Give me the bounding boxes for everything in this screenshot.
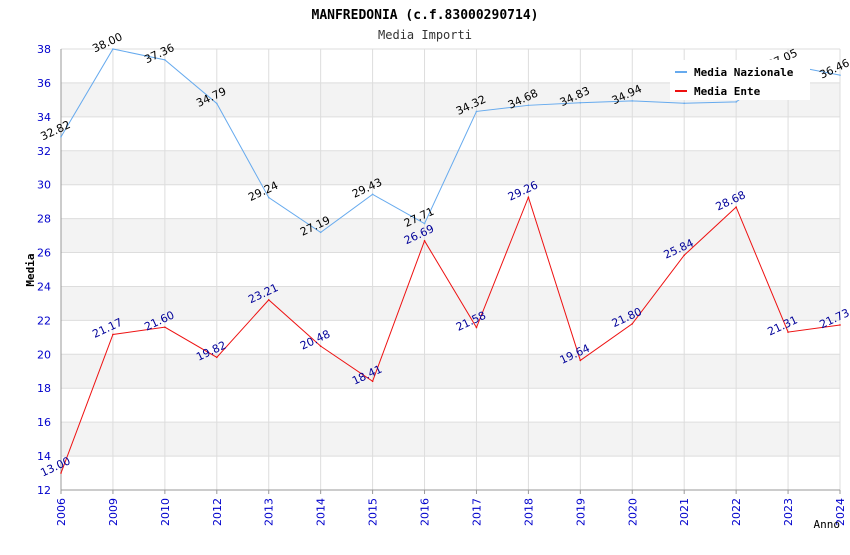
data-point xyxy=(423,222,426,225)
x-tick-label: 2013 xyxy=(263,498,276,526)
data-point xyxy=(164,326,166,328)
data-point xyxy=(527,104,530,107)
x-tick-label: 2024 xyxy=(834,498,847,526)
x-tick-label: 2009 xyxy=(107,498,120,526)
series-line-media-nazionale xyxy=(60,48,841,233)
y-tick-label: 34 xyxy=(37,111,51,124)
grid-bands xyxy=(61,82,840,457)
data-point xyxy=(631,322,634,325)
data-point xyxy=(371,193,374,196)
x-axis-label: Anno xyxy=(814,518,841,531)
data-point xyxy=(216,356,218,359)
chart-subtitle: Media Importi xyxy=(378,28,472,42)
data-label: 28.68 xyxy=(714,188,748,213)
y-tick-label: 24 xyxy=(37,280,51,293)
y-tick-label: 28 xyxy=(37,213,51,226)
data-point xyxy=(319,231,322,234)
data-point xyxy=(579,101,582,104)
data-point xyxy=(267,196,270,199)
grid-band xyxy=(61,218,840,253)
legend-entry: Media Nazionale xyxy=(694,66,794,79)
y-tick-label: 32 xyxy=(37,145,51,158)
y-axis-label: Media xyxy=(24,253,37,286)
data-point xyxy=(475,326,478,329)
data-point xyxy=(60,136,62,138)
x-tick-label: 2020 xyxy=(626,498,639,526)
data-point xyxy=(112,333,114,336)
data-point xyxy=(579,359,582,362)
x-tick-label: 2022 xyxy=(730,498,743,526)
x-tick-label: 2010 xyxy=(159,498,172,526)
data-point xyxy=(423,240,426,242)
x-tick-label: 2016 xyxy=(419,498,432,526)
grid-band xyxy=(61,422,840,457)
series-lines xyxy=(60,48,841,474)
grid-band xyxy=(61,286,840,321)
data-label: 38.00 xyxy=(90,30,124,55)
legend-box xyxy=(670,60,810,100)
x-tick-label: 2014 xyxy=(315,498,328,526)
legend: Media Nazionale Media Ente xyxy=(670,60,810,100)
grid-band xyxy=(61,354,840,389)
data-point xyxy=(112,48,114,50)
x-tick-label: 2021 xyxy=(678,498,691,526)
x-tick-label: 2012 xyxy=(211,498,224,526)
data-point xyxy=(527,196,530,199)
data-point xyxy=(683,254,685,257)
data-point xyxy=(735,101,737,103)
data-point xyxy=(735,206,737,208)
data-point xyxy=(839,74,841,76)
data-point xyxy=(839,324,841,326)
y-tick-label: 16 xyxy=(37,416,51,429)
y-tick-label: 26 xyxy=(37,247,51,260)
chart-title: MANFREDONIA (c.f.83000290714) xyxy=(312,8,539,23)
data-point xyxy=(475,110,478,113)
data-point xyxy=(164,59,166,61)
y-tick-label: 18 xyxy=(37,382,51,395)
x-tick-label: 2015 xyxy=(367,498,380,526)
x-tick-label: 2023 xyxy=(782,498,795,526)
data-point xyxy=(631,100,634,102)
data-label: 36.46 xyxy=(817,56,850,81)
x-tick-label: 2019 xyxy=(574,498,587,526)
y-tick-label: 38 xyxy=(37,43,51,56)
y-tick-label: 30 xyxy=(37,179,51,192)
legend-entry: Media Ente xyxy=(694,85,761,98)
data-point xyxy=(267,299,270,301)
data-point xyxy=(319,345,322,347)
y-tick-label: 20 xyxy=(37,348,51,361)
data-point xyxy=(787,331,789,333)
data-point xyxy=(683,102,685,105)
series-line-media-ente xyxy=(60,195,841,474)
y-tick-label: 14 xyxy=(37,450,51,463)
y-tick-label: 22 xyxy=(37,314,51,327)
x-tick-label: 2018 xyxy=(522,498,535,526)
x-tick-label: 2006 xyxy=(55,498,68,526)
x-tick-label: 2017 xyxy=(470,498,483,526)
data-label: 37.36 xyxy=(142,41,176,66)
data-point xyxy=(216,102,218,105)
y-tick-label: 12 xyxy=(37,484,51,497)
data-point xyxy=(371,380,374,383)
grid-lines xyxy=(60,48,841,491)
data-point xyxy=(60,472,62,474)
y-tick-label: 36 xyxy=(37,77,51,90)
